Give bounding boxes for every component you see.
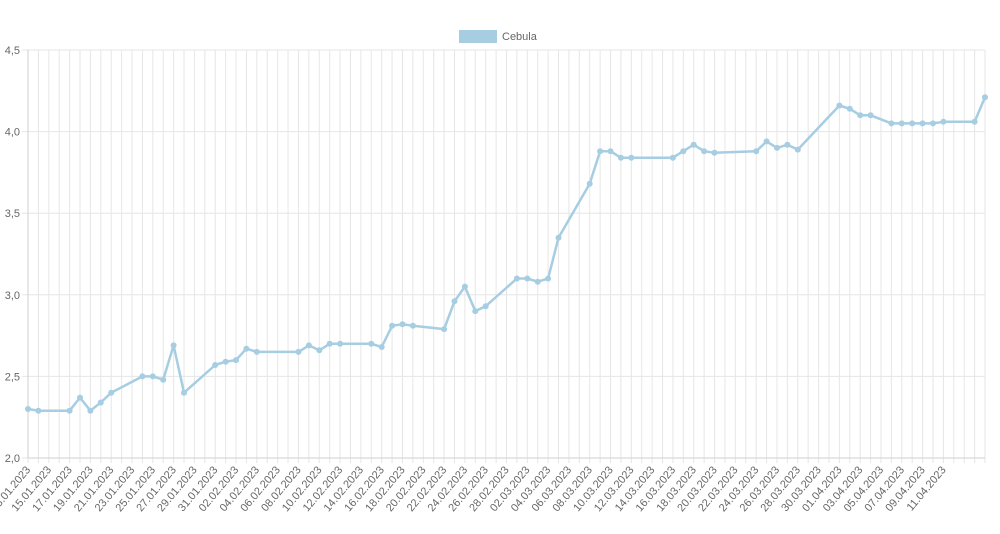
- data-point[interactable]: [25, 406, 31, 412]
- data-point[interactable]: [690, 141, 697, 148]
- data-point[interactable]: [139, 373, 146, 380]
- y-tick-label: 2,0: [5, 453, 20, 465]
- data-point[interactable]: [316, 347, 323, 354]
- data-point[interactable]: [108, 389, 115, 396]
- data-point[interactable]: [97, 399, 104, 406]
- data-point[interactable]: [451, 298, 458, 305]
- data-point[interactable]: [482, 303, 489, 310]
- data-point[interactable]: [524, 275, 531, 282]
- y-tick-label: 3,0: [5, 290, 20, 302]
- data-point[interactable]: [160, 376, 167, 383]
- y-tick-label: 4,5: [5, 45, 20, 57]
- y-tick-label: 2,5: [5, 371, 20, 383]
- data-point[interactable]: [586, 180, 593, 187]
- data-point[interactable]: [368, 340, 375, 347]
- data-point[interactable]: [66, 407, 73, 414]
- legend-label-cebula[interactable]: Cebula: [502, 31, 538, 43]
- data-point[interactable]: [243, 345, 250, 352]
- data-point[interactable]: [982, 94, 988, 101]
- series-points-cebula: [25, 94, 988, 414]
- data-point[interactable]: [513, 275, 520, 282]
- data-point[interactable]: [711, 149, 718, 156]
- data-point[interactable]: [898, 120, 905, 127]
- y-tick-label: 3,5: [5, 208, 20, 220]
- data-point[interactable]: [399, 321, 406, 328]
- data-point[interactable]: [784, 141, 791, 148]
- data-point[interactable]: [222, 358, 229, 365]
- data-point[interactable]: [909, 120, 916, 127]
- x-tick-labels: 13.01.202315.01.202317.01.202319.01.2023…: [0, 464, 949, 514]
- data-point[interactable]: [378, 344, 385, 350]
- data-point[interactable]: [555, 234, 562, 241]
- data-point[interactable]: [409, 322, 416, 329]
- data-point[interactable]: [326, 340, 333, 347]
- data-point[interactable]: [930, 120, 936, 127]
- data-point[interactable]: [181, 389, 187, 396]
- legend-swatch[interactable]: [459, 30, 497, 43]
- data-point[interactable]: [701, 148, 708, 155]
- series-line-cebula: [27, 96, 987, 412]
- data-point[interactable]: [87, 407, 94, 414]
- data-point[interactable]: [669, 154, 676, 161]
- data-point[interactable]: [919, 120, 926, 127]
- data-point[interactable]: [680, 148, 687, 155]
- data-point[interactable]: [295, 348, 302, 355]
- data-point[interactable]: [77, 394, 83, 401]
- data-point[interactable]: [534, 278, 541, 285]
- data-point[interactable]: [305, 342, 312, 349]
- data-point[interactable]: [441, 326, 448, 333]
- data-point[interactable]: [846, 105, 853, 112]
- grid-lines: [22, 49, 986, 463]
- data-point[interactable]: [253, 348, 260, 355]
- data-point[interactable]: [35, 407, 42, 414]
- data-point[interactable]: [212, 362, 219, 368]
- data-point[interactable]: [149, 373, 156, 380]
- data-point[interactable]: [337, 340, 344, 347]
- data-point[interactable]: [617, 154, 624, 161]
- series-cebula: [25, 94, 988, 414]
- data-point[interactable]: [628, 154, 635, 161]
- legend[interactable]: Cebula: [459, 30, 538, 43]
- data-point[interactable]: [389, 322, 396, 329]
- y-tick-labels: 2,0 2,5 3,0 3,5 4,0 4,5: [5, 45, 20, 465]
- data-point[interactable]: [774, 144, 780, 151]
- data-point[interactable]: [597, 148, 604, 155]
- data-point[interactable]: [753, 148, 760, 155]
- data-point[interactable]: [888, 120, 895, 127]
- data-point[interactable]: [867, 112, 874, 119]
- data-point[interactable]: [461, 283, 468, 290]
- data-point[interactable]: [472, 308, 479, 315]
- data-point[interactable]: [545, 275, 552, 282]
- data-point[interactable]: [763, 138, 770, 145]
- data-point[interactable]: [170, 342, 177, 349]
- data-point[interactable]: [971, 118, 978, 125]
- data-point[interactable]: [836, 102, 843, 109]
- data-point[interactable]: [857, 112, 864, 119]
- y-tick-label: 4,0: [5, 127, 20, 139]
- data-point[interactable]: [233, 357, 239, 364]
- data-point[interactable]: [607, 148, 614, 155]
- data-point[interactable]: [794, 146, 801, 153]
- data-point[interactable]: [940, 118, 947, 125]
